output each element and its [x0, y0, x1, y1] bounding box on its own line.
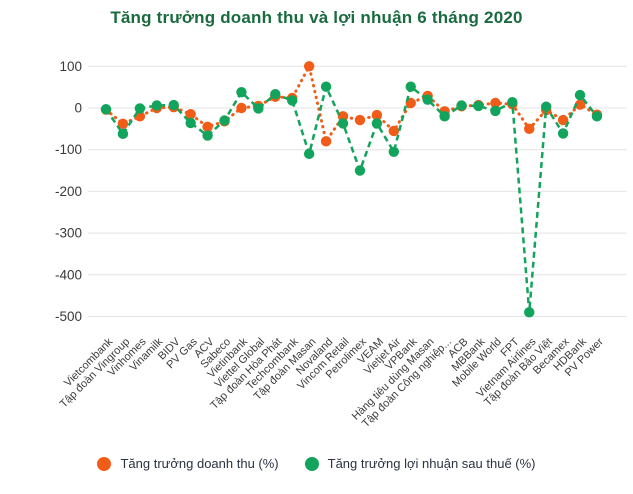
revenue-series-dot-icon	[97, 456, 112, 471]
data-point-profit[interactable]: Sabeco: -30%	[219, 115, 230, 126]
series-line-revenue	[104, 62, 599, 146]
data-point-profit[interactable]: HDBank: 31%	[574, 89, 586, 101]
data-point-revenue[interactable]: Tập đoàn Vingroup: -38%	[117, 118, 129, 130]
y-axis-tick-label: 100	[59, 59, 82, 74]
data-point-revenue[interactable]: HDBank: 8%	[574, 99, 586, 110]
profit-series-dot-icon	[304, 456, 319, 471]
data-point-profit[interactable]: Novaland: 51%	[320, 81, 332, 92]
chart-title: Tăng trưởng doanh thu và lợi nhuận 6 thá…	[110, 8, 523, 27]
data-point-profit[interactable]: BIDV: 7%	[168, 99, 179, 111]
data-point-revenue[interactable]: Novaland: -80%	[320, 136, 332, 147]
data-point-profit[interactable]: FPT: 14%	[507, 96, 518, 108]
data-point-revenue[interactable]: Vietnam Airlines: -50%	[524, 123, 535, 135]
data-point-profit[interactable]: Mobile World: -7%	[490, 105, 501, 117]
data-point-revenue[interactable]: ACV: -45%	[202, 121, 213, 132]
y-axis-tick-label: -200	[55, 184, 82, 199]
data-point-profit[interactable]: Vinamilk: 6%	[151, 100, 162, 111]
legend: Tăng trưởng doanh thu (%) Tăng trưởng lợ…	[0, 456, 633, 471]
data-point-profit[interactable]: Petrolimex: -150%	[354, 165, 366, 176]
data-point-profit[interactable]: Tập đoàn Vingroup: -62%	[117, 128, 129, 140]
data-point-profit[interactable]: Vietjet Air: -105%	[388, 146, 400, 157]
series-line-profit	[104, 82, 598, 313]
y-axis-tick-label: -500	[55, 309, 82, 324]
data-point-profit[interactable]: MBBank: 5%	[473, 100, 484, 112]
data-point-revenue[interactable]: Vietjet Air: -55%	[388, 125, 400, 137]
data-point-revenue[interactable]: Petrolimex: -29%	[354, 114, 366, 126]
data-point-revenue[interactable]: VEAM: -17%	[371, 109, 383, 121]
data-point-profit[interactable]: Tập đoàn Bảo Việt: 3%	[540, 101, 552, 112]
data-point-profit[interactable]: Techcombank: 18%	[287, 95, 298, 106]
data-point-profit[interactable]: Tập đoàn Masan: -110%	[303, 148, 315, 160]
legend-label-profit: Tăng trưởng lợi nhuận sau thuế (%)	[327, 456, 536, 471]
data-point-profit[interactable]: Vietinbank: 38%	[236, 86, 247, 98]
data-point-profit[interactable]: ACV: -66%	[202, 130, 213, 141]
data-point-revenue[interactable]: PV Gas: -15%	[185, 109, 196, 120]
data-point-profit[interactable]: Becamex: -61%	[557, 128, 569, 139]
legend-label-revenue: Tăng trưởng doanh thu (%)	[120, 456, 279, 471]
data-point-profit[interactable]: Hàng tiêu dùng Masan: 20%	[422, 94, 433, 105]
data-point-profit[interactable]: Vietnam Airlines: -490%	[524, 307, 535, 318]
y-axis-tick-label: 0	[74, 101, 82, 116]
y-axis-tick-label: -400	[55, 267, 82, 282]
data-point-profit[interactable]: Viettel Global: -1%	[253, 103, 264, 114]
y-axis-tick-label: -300	[55, 226, 82, 241]
data-point-profit[interactable]: ACB: 6%	[456, 100, 467, 111]
data-point-profit[interactable]: PV Gas: -36%	[185, 117, 196, 129]
legend-item-revenue: Tăng trưởng doanh thu (%)	[97, 456, 279, 471]
data-point-revenue[interactable]: Becamex: -29%	[557, 114, 569, 126]
data-point-revenue[interactable]: Vietinbank: 0%	[236, 102, 247, 114]
data-point-profit[interactable]: VEAM: -37%	[371, 118, 383, 129]
data-point-profit[interactable]: Tập đoàn Công nghiệp...: -20%	[439, 111, 450, 122]
legend-item-profit: Tăng trưởng lợi nhuận sau thuế (%)	[304, 456, 536, 471]
data-point-profit[interactable]: VPBank: 51%	[405, 81, 416, 92]
data-point-revenue[interactable]: Mobile World: 12%	[490, 97, 501, 109]
data-point-profit[interactable]: Tập đoàn Hòa Phát: 33%	[270, 89, 281, 100]
data-point-revenue[interactable]: Tập đoàn Masan: 100%	[303, 61, 315, 72]
data-point-profit[interactable]: Vinhomes: -1%	[134, 103, 146, 114]
y-axis-tick-label: -100	[55, 142, 82, 157]
data-point-profit[interactable]: PV Power: -20%	[591, 111, 603, 122]
data-point-profit[interactable]: Vincom Retail: -37%	[337, 118, 349, 129]
data-point-profit[interactable]: Vietcombank: -3%	[100, 104, 112, 115]
